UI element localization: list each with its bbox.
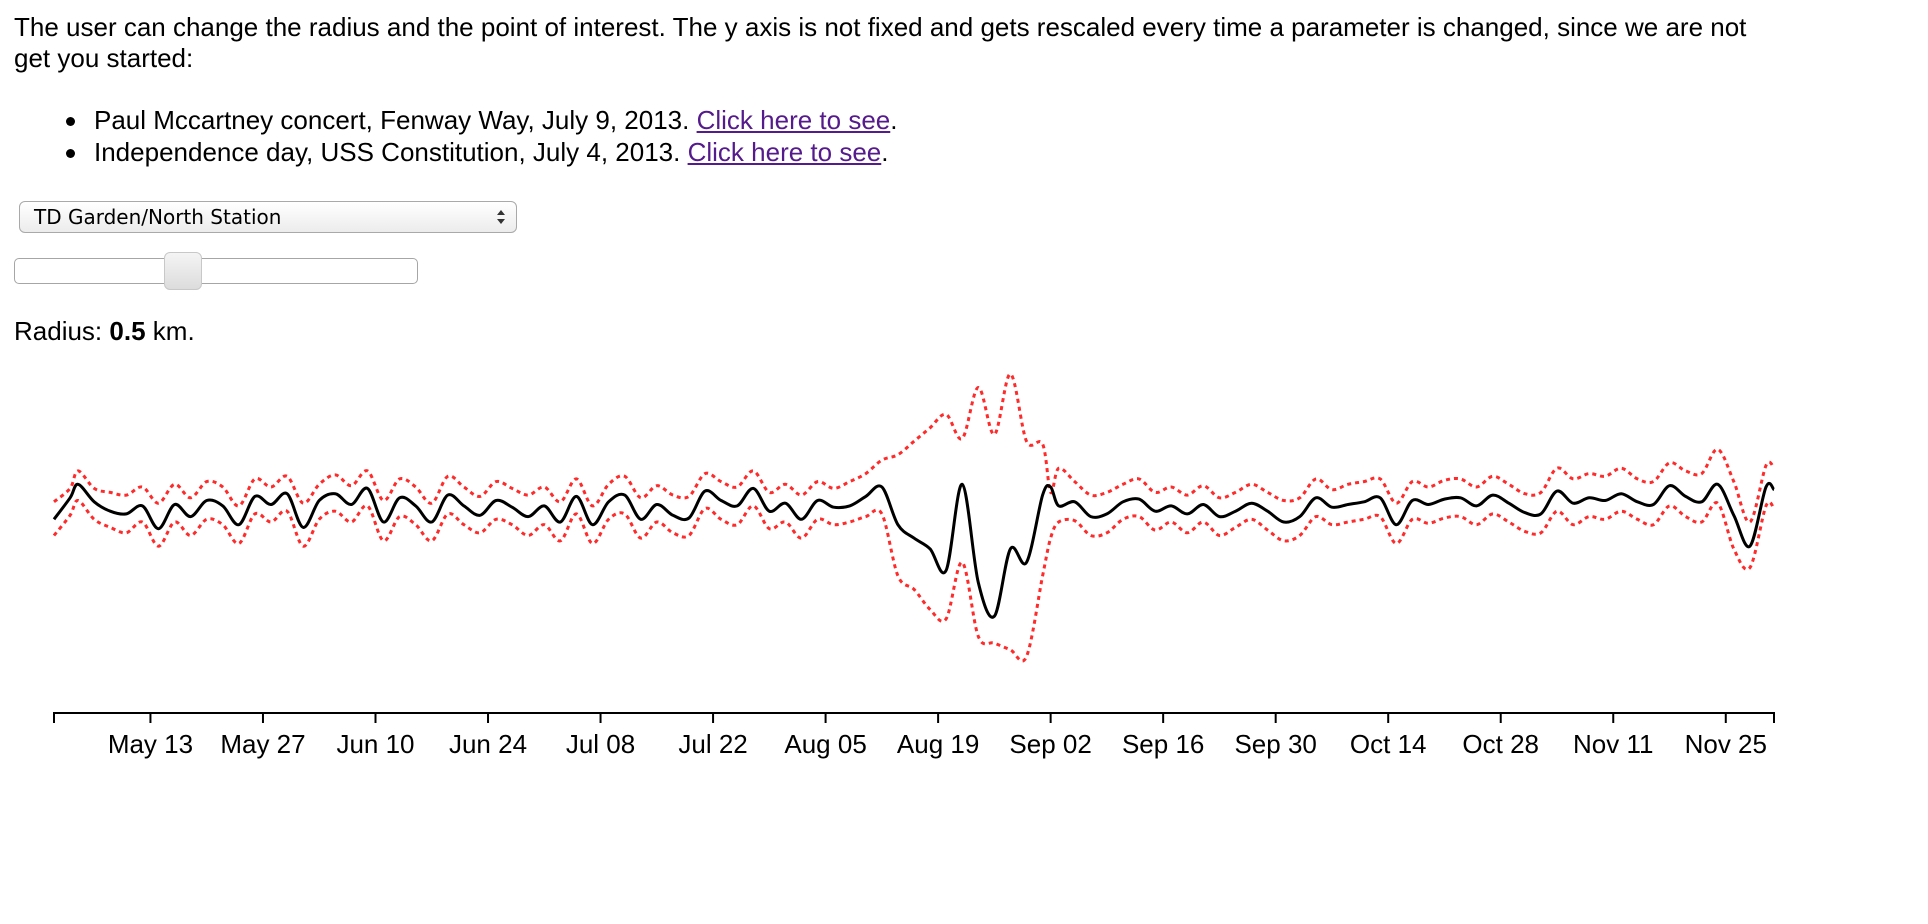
examples-list: Paul Mccartney concert, Fenway Way, July… [62,104,897,168]
intro-line-1: The user can change the radius and the p… [14,12,1747,42]
location-select-value: TD Garden/North Station [34,205,282,229]
slider-thumb[interactable] [164,252,203,290]
x-tick-label: Oct 28 [1462,729,1539,759]
select-arrows-icon [497,210,505,224]
click-here-link[interactable]: Click here to see [687,137,882,167]
x-tick-label: Sep 02 [1009,729,1091,759]
example-period: . [890,105,898,135]
intro-line-2: get you started: [14,43,194,73]
x-tick-label: Jul 22 [678,729,747,759]
intro-text: The user can change the radius and the p… [14,12,1928,74]
location-select[interactable]: TD Garden/North Station [19,201,517,233]
radius-prefix: Radius: [14,316,103,346]
example-period: . [881,137,889,167]
x-axis: May 13 May 27 Jun 10 Jun 24 Jul 08 Jul 22 Aug … [53,712,1775,759]
radius-slider[interactable] [14,252,418,290]
radius-label: Radius: 0.5 km. [14,316,195,346]
x-tick-label: Nov 11 [1573,729,1653,759]
radius-unit: km. [152,316,195,346]
list-item: Paul Mccartney concert, Fenway Way, July… [62,104,897,136]
bullet-icon [66,149,75,158]
slider-track[interactable] [14,258,418,284]
list-item: Independence day, USS Constitution, July… [62,136,897,168]
x-tick-label: Jun 10 [336,729,414,759]
series-line-upper-bound [53,372,1776,524]
x-tick-label: Jul 08 [566,729,635,759]
x-tick-label: Jun 24 [449,729,527,759]
click-here-link[interactable]: Click here to see [696,105,891,135]
x-tick-label: Sep 30 [1234,729,1316,759]
x-tick-label: Sep 16 [1122,729,1204,759]
series-line-main [52,481,1776,619]
example-text: Independence day, USS Constitution, July… [94,137,681,167]
x-tick-label: Oct 14 [1350,729,1427,759]
x-axis-line [53,712,1775,723]
x-tick-label: Aug 19 [897,729,979,759]
chart-lines [52,372,1776,663]
x-tick-label: May 27 [220,729,305,759]
x-tick-label: May 13 [108,729,193,759]
x-tick-label: Aug 05 [784,729,866,759]
example-text: Paul Mccartney concert, Fenway Way, July… [94,105,690,135]
radius-value: 0.5 [109,316,146,346]
time-series-chart: May 13 May 27 Jun 10 Jun 24 Jul 08 Jul 22 Aug … [52,372,1776,759]
series-line-lower-bound [52,499,1776,663]
bullet-icon [66,117,75,126]
x-tick-label: Nov 25 [1685,729,1767,759]
